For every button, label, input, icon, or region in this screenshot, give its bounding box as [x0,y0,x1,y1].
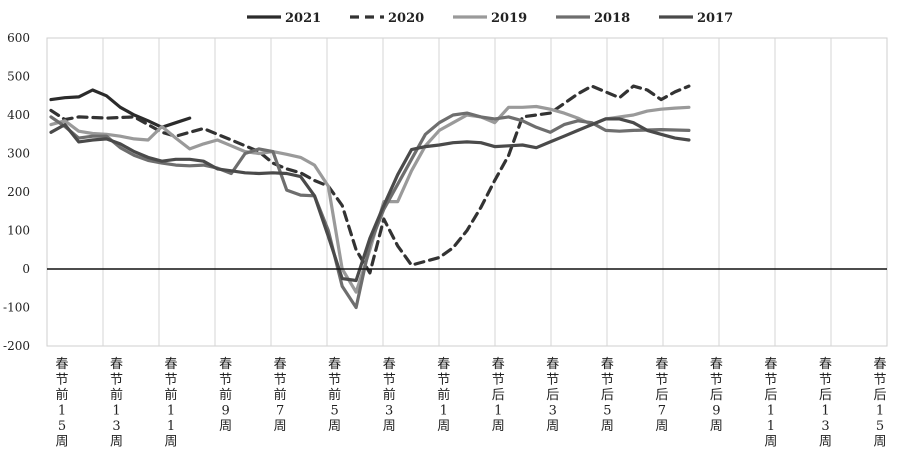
legend-label-2021: 2021 [285,11,321,26]
plot-area [46,37,888,347]
y-axis: 600 500 400 300 200 100 0 -100 -200 [3,31,30,353]
y-tick-label: 300 [7,147,30,161]
series-line-2017 [49,117,691,283]
legend-label-2019: 2019 [491,11,527,26]
legend-label-2017: 2017 [697,11,733,26]
x-tick-label: 春节前 9 周 [219,357,232,434]
x-tick-label: 春节后 7 周 [655,357,668,434]
x-tick-label: 春节后 1 3 周 [819,357,832,450]
y-tick-label: 500 [7,70,30,84]
x-axis: 春节前 1 5 周 春节前 1 3 周 春节前 1 1 周 春节前 9 周 春节前 7 周 春节前 5 周 春节前 3 周 春节… [55,357,886,450]
x-tick-label: 春节后 1 周 [492,357,505,434]
y-tick-label: 400 [7,108,30,122]
series-line-2018 [49,111,691,310]
x-tick-label: 春节前 1 3 周 [110,357,123,450]
y-tick-label: 600 [7,31,30,45]
legend-label-2018: 2018 [594,11,630,26]
x-tick-label: 春节前 1 1 周 [165,357,178,450]
x-tick-label: 春节后 1 1 周 [764,357,777,450]
y-tick-label: 200 [7,185,30,199]
x-tick-label: 春节后 5 周 [601,357,614,434]
y-tick-label: -100 [3,301,30,315]
x-tick-label: 春节后 3 周 [546,357,559,434]
legend-label-2020: 2020 [388,11,424,26]
series-line-2020 [49,84,691,275]
y-tick-label: 100 [7,224,30,238]
x-tick-label: 春节前 7 周 [274,357,287,434]
plot-border [46,37,888,347]
y-tick-label: -200 [3,339,30,353]
x-tick-label: 春节前 1 周 [437,357,450,434]
series-line-2021 [49,88,192,129]
x-tick-label: 春节后 9 周 [710,357,723,434]
y-tick-label: 0 [22,262,30,276]
legend: 2021 2020 2019 2018 2017 [247,11,733,26]
x-tick-label: 春节前 1 5 周 [55,357,68,450]
x-tick-label: 春节后 1 5 周 [873,357,886,450]
series-layer [49,84,691,310]
x-tick-label: 春节前 3 周 [383,357,396,434]
x-tick-label: 春节前 5 周 [328,357,341,434]
